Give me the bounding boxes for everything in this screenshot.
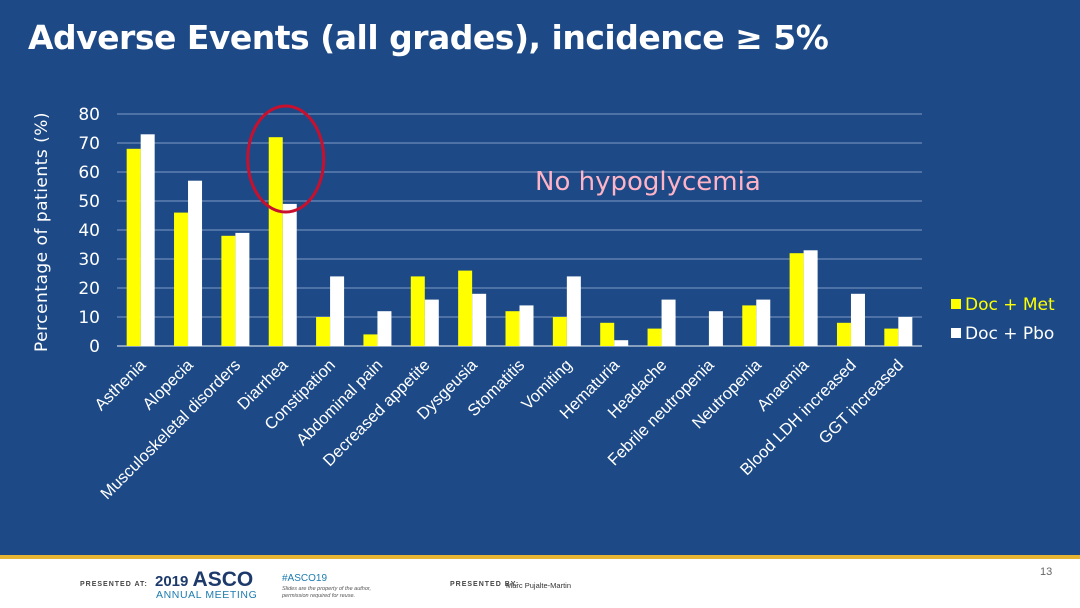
y-tick-label: 50 — [78, 192, 100, 212]
bar-doc-pbo — [140, 134, 155, 346]
y-tick-label: 40 — [78, 221, 100, 241]
presented-by-label: PRESENTED BY: — [450, 581, 520, 588]
rights-notice: Slides are the property of the author, pe… — [282, 586, 402, 600]
bar-doc-met — [742, 305, 757, 346]
y-tick-label: 70 — [78, 134, 100, 154]
bar-doc-met — [884, 328, 899, 346]
bar-doc-pbo — [803, 250, 818, 346]
bar-doc-met — [221, 235, 236, 346]
bar-doc-met — [836, 322, 851, 346]
bar-doc-pbo — [850, 293, 865, 346]
bar-doc-met — [410, 276, 425, 346]
rights-line-2: permission required for reuse. — [282, 593, 356, 599]
bar-doc-pbo — [898, 317, 913, 346]
x-tick-label: Abdominal pain — [293, 356, 386, 449]
bar-doc-met — [174, 212, 189, 346]
bar-doc-met — [363, 334, 378, 346]
y-tick-label: 80 — [78, 105, 100, 125]
y-axis-label: Percentage of patients (%) — [32, 112, 52, 352]
bar-doc-pbo — [282, 203, 297, 346]
page-number: 13 — [1040, 566, 1053, 578]
y-tick-label: 0 — [89, 337, 100, 357]
bar-doc-pbo — [424, 299, 439, 346]
bar-doc-pbo — [756, 299, 771, 346]
y-tick-label: 10 — [78, 308, 100, 328]
bar-doc-met — [126, 148, 141, 346]
footer-divider — [0, 555, 1080, 559]
bar-doc-pbo — [472, 293, 487, 346]
bar-doc-pbo — [330, 276, 345, 346]
bar-doc-pbo — [566, 276, 581, 346]
bar-doc-pbo — [708, 311, 723, 346]
presenter-name: Marc Pujalte-Martin — [506, 581, 572, 590]
bar-doc-met — [268, 137, 283, 346]
bar-doc-pbo — [235, 232, 250, 346]
bar-doc-met — [600, 322, 615, 346]
y-tick-label: 30 — [78, 250, 100, 270]
legend-label: Doc + Pbo — [965, 324, 1054, 344]
bar-doc-pbo — [519, 305, 534, 346]
asco-name: ASCO — [192, 568, 254, 591]
slide-title: Adverse Events (all grades), incidence ≥… — [28, 18, 829, 57]
asco-year: 2019 — [155, 573, 189, 590]
y-tick-label: 60 — [78, 163, 100, 183]
bar-doc-met — [552, 317, 567, 346]
legend-swatch — [951, 328, 961, 338]
bar-doc-met — [316, 317, 331, 346]
bar-doc-pbo — [661, 299, 676, 346]
bar-doc-pbo — [188, 180, 203, 346]
x-tick-label: GGT increased — [816, 356, 908, 448]
asco-logo: 2019 ASCO — [155, 568, 253, 592]
bar-doc-met — [647, 328, 662, 346]
y-tick-label: 20 — [78, 279, 100, 299]
annotation-no-hypoglycemia: No hypoglycemia — [535, 167, 761, 197]
highlight-circle — [246, 104, 326, 214]
bar-doc-pbo — [614, 340, 629, 346]
bar-doc-met — [789, 253, 804, 346]
asco-meeting: ANNUAL MEETING — [156, 589, 258, 601]
footer — [0, 559, 1080, 608]
rights-line-1: Slides are the property of the author, — [282, 586, 371, 592]
hashtag: #ASCO19 — [282, 573, 328, 584]
bar-chart: 0 10 20 30 40 50 60 70 80 Percentage of patients … — [32, 104, 1055, 503]
bar-doc-met — [505, 311, 520, 346]
bar-doc-pbo — [377, 311, 392, 346]
legend-swatch — [951, 299, 961, 309]
legend-label: Doc + Met — [965, 295, 1055, 315]
x-tick-label: Asthenia — [91, 356, 150, 415]
presented-at-label: PRESENTED AT: — [80, 581, 148, 588]
bar-doc-met — [458, 270, 473, 346]
